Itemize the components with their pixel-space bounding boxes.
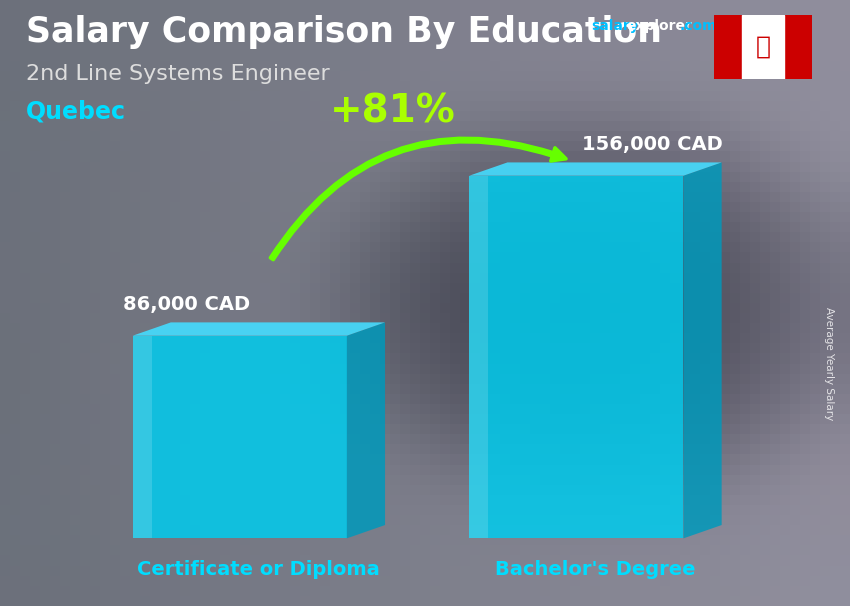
Text: 2nd Line Systems Engineer: 2nd Line Systems Engineer	[26, 64, 329, 84]
Bar	[742, 15, 784, 79]
Bar	[784, 15, 812, 79]
Text: Certificate or Diploma: Certificate or Diploma	[138, 560, 380, 579]
Text: Bachelor's Degree: Bachelor's Degree	[496, 560, 695, 579]
Polygon shape	[469, 176, 683, 538]
Text: .com: .com	[680, 19, 717, 33]
Polygon shape	[133, 336, 347, 538]
Polygon shape	[469, 162, 722, 176]
Text: +81%: +81%	[330, 93, 456, 131]
Text: 🍁: 🍁	[756, 35, 770, 59]
Text: explorer: explorer	[626, 19, 692, 33]
Text: salary: salary	[591, 19, 638, 33]
Text: Quebec: Quebec	[26, 100, 126, 124]
Text: Average Yearly Salary: Average Yearly Salary	[824, 307, 834, 420]
FancyArrowPatch shape	[270, 138, 566, 260]
Polygon shape	[347, 322, 385, 538]
Text: 156,000 CAD: 156,000 CAD	[582, 135, 723, 155]
Polygon shape	[683, 162, 722, 538]
Text: Salary Comparison By Education: Salary Comparison By Education	[26, 15, 661, 49]
Polygon shape	[133, 322, 385, 336]
Text: 86,000 CAD: 86,000 CAD	[122, 295, 250, 315]
Bar	[714, 15, 742, 79]
Polygon shape	[469, 176, 488, 538]
Polygon shape	[133, 336, 152, 538]
